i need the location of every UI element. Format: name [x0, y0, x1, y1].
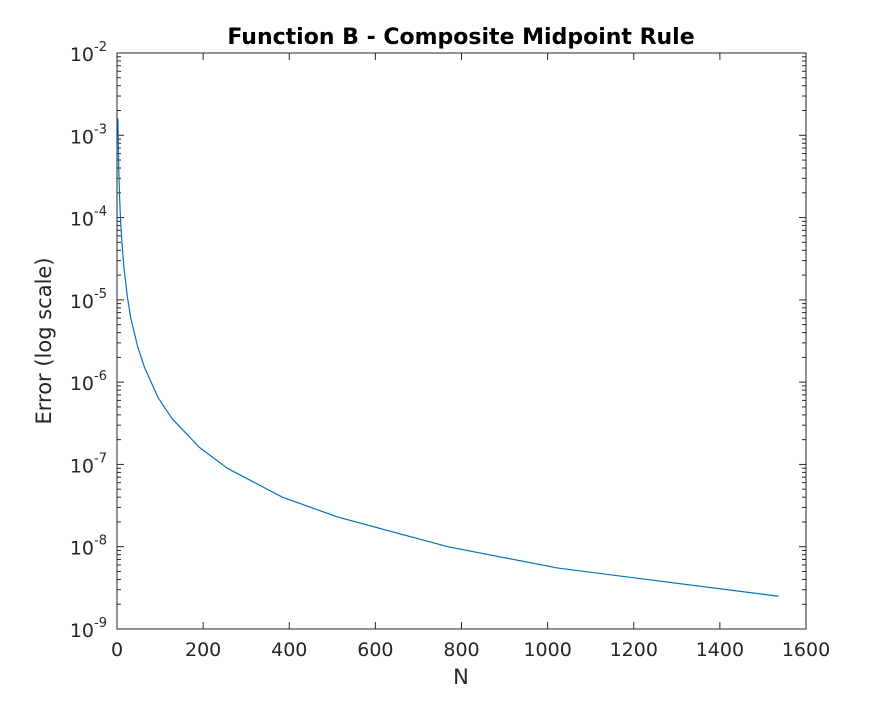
- y-tick-label: 10-2: [70, 40, 107, 66]
- x-axis-label: N: [453, 665, 469, 689]
- x-tick-label: 1400: [696, 639, 744, 661]
- y-tick-label: 10-5: [70, 287, 107, 313]
- y-axis-label: Error (log scale): [32, 257, 56, 424]
- x-tick-label: 1000: [523, 639, 571, 661]
- y-tick-label: 10-9: [70, 616, 107, 642]
- plot-frame: [116, 52, 807, 630]
- series-line-0: [117, 118, 779, 597]
- y-tick-label: 10-8: [70, 534, 107, 560]
- x-tick-label: 1200: [610, 639, 658, 661]
- y-tick-label: 10-6: [70, 369, 107, 395]
- x-tick-label: 600: [357, 639, 393, 661]
- y-tick-label: 10-4: [70, 205, 107, 231]
- x-tick-label: 0: [111, 639, 123, 661]
- series-layer: [117, 118, 779, 597]
- x-tick-label: 800: [443, 639, 479, 661]
- x-tick-label: 400: [271, 639, 307, 661]
- y-tick-label: 10-7: [70, 451, 107, 477]
- plot-background: [117, 53, 806, 629]
- axis-ticks: 0 200 400 600 800 1000 1200 1400 1600 10-9 10-8 10-…: [70, 40, 830, 661]
- y-tick-label: 10-3: [70, 122, 107, 148]
- x-tick-label: 1600: [782, 639, 830, 661]
- chart-title: Function B - Composite Midpoint Rule: [227, 25, 694, 50]
- x-tick-label: 200: [185, 639, 221, 661]
